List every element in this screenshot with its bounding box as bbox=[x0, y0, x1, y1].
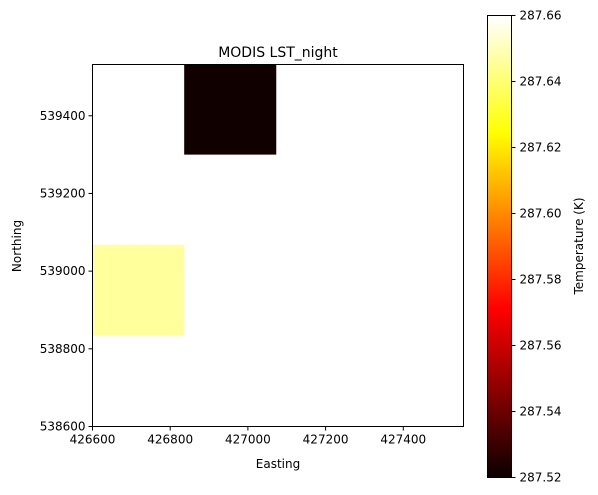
x-axis-label: Easting bbox=[256, 457, 300, 471]
colorbar-tick-label: 287.66 bbox=[520, 9, 562, 23]
heatmap-cell bbox=[184, 64, 277, 155]
plot-frame bbox=[92, 64, 464, 427]
colorbar-tick-label: 287.60 bbox=[520, 207, 562, 221]
y-tick-label: 539200 bbox=[40, 186, 86, 200]
heatmap-cells bbox=[92, 64, 277, 336]
colorbar-ticks: 287.52 287.54 287.56 287.58 287.60 287.62 287.… bbox=[511, 9, 562, 485]
x-tick-label: 426800 bbox=[147, 433, 193, 447]
colorbar: 287.52 287.54 287.56 287.58 287.60 287.62 287.… bbox=[487, 9, 586, 485]
y-tick-label: 538600 bbox=[40, 420, 86, 434]
x-tick-label: 427200 bbox=[303, 433, 349, 447]
colorbar-label: Temperature (K) bbox=[572, 197, 586, 295]
colorbar-tick-label: 287.58 bbox=[520, 273, 562, 287]
x-axis: 426600 426800 427000 427200 427400 bbox=[70, 426, 426, 447]
colorbar-tick-label: 287.64 bbox=[520, 75, 562, 89]
x-tick-label: 427000 bbox=[225, 433, 271, 447]
x-tick-label: 426600 bbox=[70, 433, 116, 447]
y-axis: 538600 538800 539000 539200 539400 bbox=[40, 109, 93, 434]
colorbar-tick-label: 287.54 bbox=[520, 405, 562, 419]
x-tick-label: 427400 bbox=[380, 433, 426, 447]
y-tick-label: 539000 bbox=[40, 264, 86, 278]
heatmap-cell bbox=[92, 244, 185, 336]
y-tick-label: 538800 bbox=[40, 342, 86, 356]
colorbar-tick-label: 287.56 bbox=[520, 339, 562, 353]
colorbar-tick-label: 287.62 bbox=[520, 141, 562, 155]
y-axis-label: Northing bbox=[10, 220, 24, 272]
chart-title: MODIS LST_night bbox=[218, 45, 338, 61]
y-tick-label: 539400 bbox=[40, 109, 86, 123]
colorbar-gradient bbox=[487, 15, 512, 478]
colorbar-tick-label: 287.52 bbox=[520, 471, 562, 485]
